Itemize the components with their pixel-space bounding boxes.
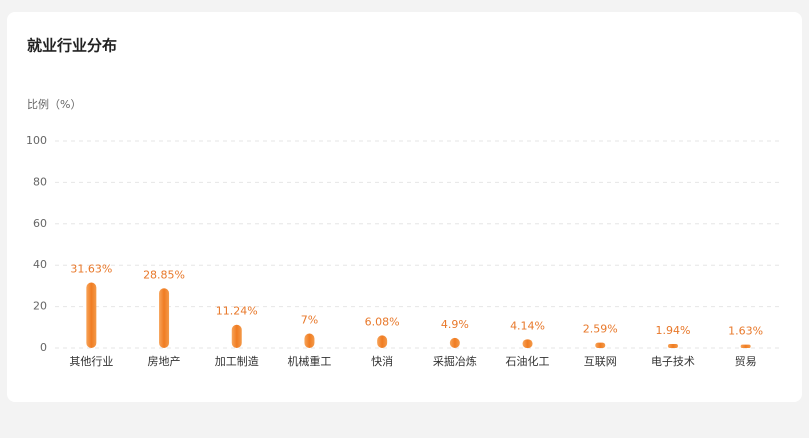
x-tick-label: 机械重工	[287, 354, 331, 368]
y-tick-label: 80	[33, 175, 47, 188]
x-tick-label: 贸易	[735, 355, 757, 368]
y-axis-label: 比例（%）	[27, 97, 81, 111]
y-tick-label: 100	[26, 134, 47, 147]
x-tick-label: 互联网	[584, 355, 617, 368]
data-label: 11.24%	[216, 305, 258, 318]
data-label: 1.63%	[728, 325, 763, 338]
y-tick-label: 0	[40, 341, 47, 354]
bar	[595, 342, 606, 348]
data-label: 1.94%	[655, 324, 690, 337]
x-tick-label: 电子技术	[651, 355, 695, 368]
x-tick-label: 加工制造	[215, 354, 259, 368]
bar	[231, 324, 242, 348]
data-label: 7%	[301, 314, 318, 327]
data-label: 31.63%	[70, 263, 112, 276]
bar	[522, 339, 533, 348]
x-tick-label: 石油化工	[506, 354, 550, 368]
bar	[377, 335, 388, 348]
card	[7, 12, 802, 402]
data-label: 4.14%	[510, 319, 545, 332]
data-label: 4.9%	[441, 318, 469, 331]
chart-title: 就业行业分布	[27, 37, 117, 55]
y-tick-label: 20	[33, 300, 47, 313]
data-label: 2.59%	[583, 323, 618, 336]
bar	[86, 282, 97, 348]
y-tick-label: 60	[33, 217, 47, 230]
x-tick-label: 采掘冶炼	[433, 354, 477, 368]
bar	[740, 344, 751, 348]
x-tick-label: 其他行业	[69, 355, 113, 368]
x-tick-label: 快消	[371, 354, 393, 368]
bar	[449, 337, 460, 348]
bar	[159, 288, 170, 348]
bar	[667, 343, 678, 348]
y-tick-label: 40	[33, 258, 47, 271]
data-label: 6.08%	[365, 315, 400, 328]
data-label: 28.85%	[143, 268, 185, 281]
bar	[304, 333, 315, 348]
x-tick-label: 房地产	[148, 354, 181, 368]
